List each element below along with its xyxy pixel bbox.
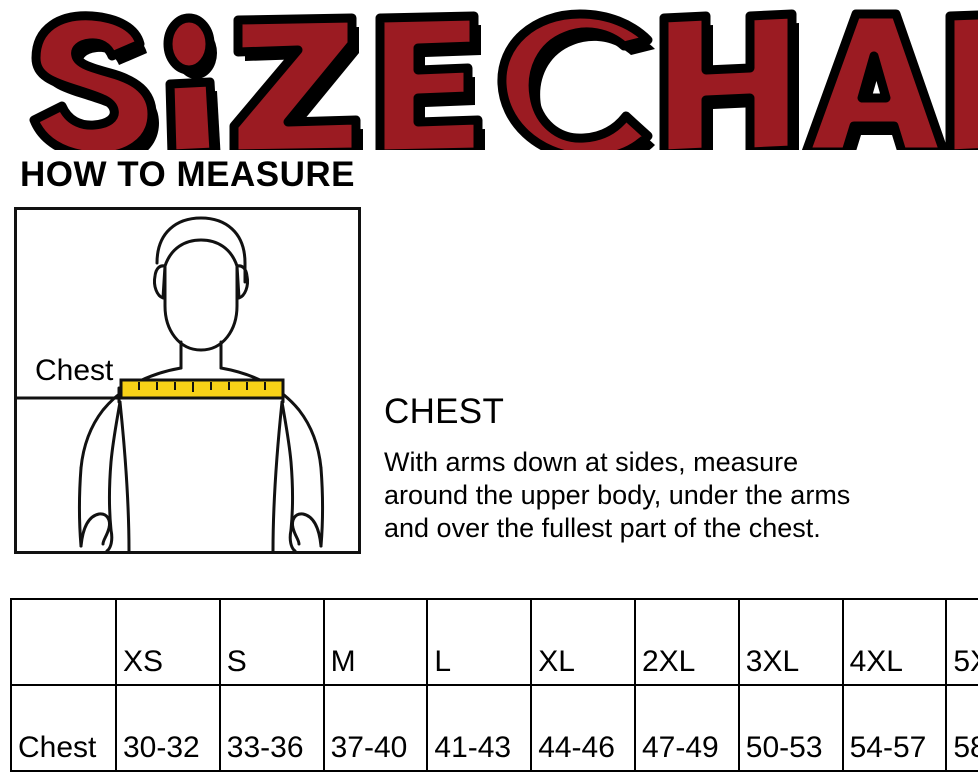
size-table-container: XS S M L XL 2XL 3XL 4XL 5XL Chest 30-32 …	[10, 598, 978, 772]
table-cell-chest-2xl: 47-49	[633, 684, 740, 772]
table-cell-chest-m: 37-40	[322, 684, 429, 772]
chest-description-line-1: With arms down at sides, measure	[384, 447, 799, 477]
page-title: .tl-shadow { fill:#000; } .tl-fill { fil…	[0, 0, 978, 150]
table-header-xl: XL	[530, 598, 636, 686]
how-to-measure-heading: HOW TO MEASURE	[20, 155, 355, 194]
table-header-4xl: 4XL	[841, 598, 948, 686]
table-header-s: S	[218, 598, 325, 686]
chest-description-block: CHEST With arms down at sides, measure a…	[384, 392, 974, 545]
table-cell-chest-4xl: 54-57	[841, 684, 948, 772]
chest-description-line-2: around the upper body, under the arms	[384, 480, 851, 510]
table-header-m: M	[322, 598, 429, 686]
table-row: Chest 30-32 33-36 37-40 41-43 44-46 47-4…	[10, 684, 978, 772]
male-torso-figure-icon	[17, 216, 324, 551]
table-header-xs: XS	[115, 598, 221, 686]
table-cell-chest-xs: 30-32	[115, 684, 221, 772]
table-header-3xl: 3XL	[737, 598, 844, 686]
table-header-row: XS S M L XL 2XL 3XL 4XL 5XL	[10, 598, 978, 686]
table-cell-chest-l: 41-43	[426, 684, 533, 772]
table-header-2xl: 2XL	[633, 598, 740, 686]
table-cell-chest-3xl: 50-53	[737, 684, 844, 772]
table-cell-chest-5xl: 58-60	[945, 684, 978, 772]
table-header-l: L	[426, 598, 533, 686]
size-chart-table: XS S M L XL 2XL 3XL 4XL 5XL Chest 30-32 …	[10, 598, 978, 772]
table-cell-chest-xl: 44-46	[530, 684, 636, 772]
chest-measure-label: Chest	[35, 354, 114, 387]
table-corner-cell	[10, 598, 117, 686]
chest-tape-measure	[119, 378, 285, 400]
chest-description-line-3: and over the fullest part of the chest.	[384, 513, 821, 543]
chest-description-heading: CHEST	[384, 392, 505, 431]
measure-diagram-box: Chest	[14, 207, 361, 554]
table-header-5xl: 5XL	[945, 598, 978, 686]
table-row-label-chest: Chest	[10, 684, 117, 772]
size-chart-title-art: .tl-shadow { fill:#000; } .tl-fill { fil…	[29, 9, 978, 150]
table-cell-chest-s: 33-36	[218, 684, 325, 772]
